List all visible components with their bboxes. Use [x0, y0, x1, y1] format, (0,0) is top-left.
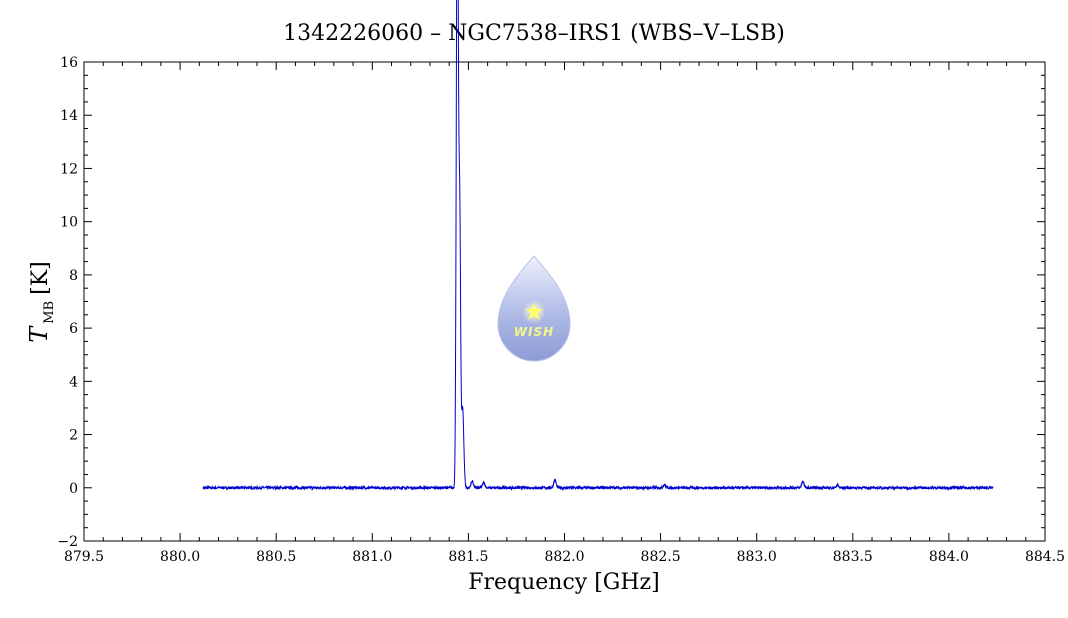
- x-tick-label: 881.0: [352, 549, 392, 565]
- x-tick-label: 880.5: [256, 549, 296, 565]
- y-tick-label: 6: [69, 321, 78, 337]
- chart-title: 1342226060 – NGC7538–IRS1 (WBS–V–LSB): [283, 21, 785, 46]
- logo-text: WISH: [514, 325, 554, 339]
- y-axis-label: TMB [K]: [25, 261, 57, 343]
- x-tick-label: 880.0: [160, 549, 200, 565]
- y-axis-label-symbol: T: [25, 325, 53, 343]
- y-tick-label: 4: [69, 374, 78, 390]
- y-tick-label: 10: [60, 215, 78, 231]
- x-tick-label: 879.5: [64, 549, 104, 565]
- x-axis-label: Frequency [GHz]: [468, 570, 660, 595]
- y-tick-label: 16: [60, 55, 78, 71]
- x-tick-label: 882.5: [641, 549, 681, 565]
- y-tick-label: 14: [60, 108, 78, 124]
- x-tick-label: 884.0: [929, 549, 969, 565]
- x-tick-label: 883.5: [833, 549, 873, 565]
- x-tick-label: 881.5: [448, 549, 488, 565]
- svg-text:TMB[K]: TMB [K]: [25, 261, 57, 343]
- y-tick-label: −2: [57, 534, 78, 550]
- x-tick-label: 884.5: [1025, 549, 1065, 565]
- x-tick-label: 882.0: [544, 549, 584, 565]
- series-line: [202, 0, 994, 491]
- y-axis-label-unit: [K]: [28, 261, 53, 295]
- y-tick-label: 2: [69, 428, 78, 444]
- x-tick-label: 883.0: [737, 549, 777, 565]
- axis-ticks: [83, 61, 1046, 542]
- y-axis-label-subscript: MB: [42, 301, 57, 324]
- y-tick-labels: −2 0 2 4 6 8 10 12 14 16: [57, 55, 78, 550]
- y-tick-label: 12: [60, 161, 78, 177]
- star-icon: [525, 302, 543, 320]
- y-tick-label: 0: [69, 481, 78, 497]
- x-tick-labels: 879.5 880.0 880.5 881.0 881.5 882.0 882.5 883.0…: [64, 549, 1065, 565]
- wish-logo: WISH: [497, 255, 571, 362]
- y-tick-label: 8: [69, 268, 78, 284]
